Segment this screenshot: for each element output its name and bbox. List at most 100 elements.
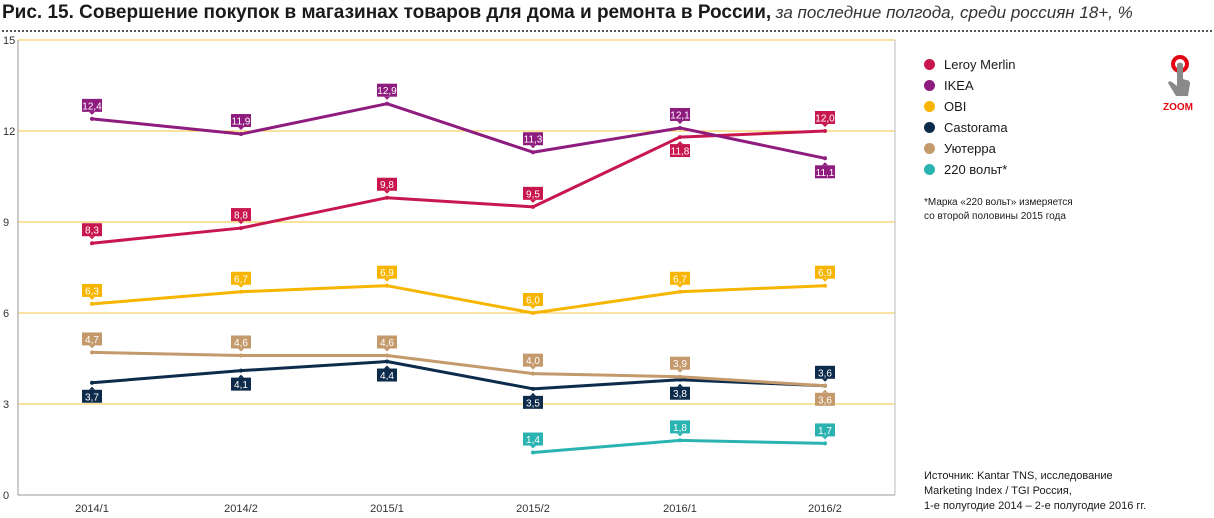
data-label: 4,6 <box>380 338 394 349</box>
data-label: 11,8 <box>671 147 690 158</box>
legend-swatch <box>924 164 935 175</box>
x-tick-label: 2014/2 <box>224 503 258 515</box>
data-label: 6,3 <box>85 286 99 297</box>
data-label-pointer <box>384 365 390 369</box>
data-point <box>531 311 535 315</box>
legend-label: Leroy Merlin <box>944 57 1016 72</box>
data-label-box <box>670 107 690 121</box>
data-label-pointer <box>822 436 828 440</box>
legend-label: Уютерра <box>944 141 996 156</box>
data-label-box <box>670 386 690 400</box>
data-point <box>823 129 827 133</box>
data-label-box <box>377 368 397 382</box>
data-label-pointer <box>89 345 95 349</box>
legend-label: IKEA <box>944 78 974 93</box>
legend-swatch <box>924 59 935 70</box>
data-point <box>239 132 243 137</box>
data-label-pointer <box>822 278 828 282</box>
zoom-label[interactable]: ZOOM <box>1163 102 1193 113</box>
legend-label: Castorama <box>944 120 1008 135</box>
data-point <box>90 350 94 355</box>
y-tick-label: 15 <box>3 35 15 47</box>
data-label-pointer <box>530 199 536 203</box>
data-label-pointer <box>530 392 536 396</box>
data-label-pointer <box>384 278 390 282</box>
data-point <box>385 353 389 358</box>
data-point <box>90 380 94 385</box>
data-label: 6,7 <box>673 274 687 285</box>
legend-swatch <box>924 143 935 154</box>
x-tick-label: 2015/2 <box>516 503 550 515</box>
data-point <box>678 438 682 443</box>
data-label-box <box>815 111 835 124</box>
y-tick-label: 3 <box>3 399 9 411</box>
data-label: 3,7 <box>85 392 99 403</box>
data-label-pointer <box>89 111 95 115</box>
data-label-box <box>815 365 835 379</box>
x-tick-label: 2016/2 <box>808 503 842 515</box>
data-point <box>823 441 827 446</box>
data-label: 11,9 <box>232 117 251 128</box>
data-label-pointer <box>89 386 95 390</box>
data-label: 1,8 <box>673 423 687 434</box>
data-label-pointer <box>238 221 244 225</box>
series-line <box>532 438 826 455</box>
data-label-box <box>815 392 835 406</box>
data-label-pointer <box>677 433 683 437</box>
legend-label: 220 вольт* <box>944 162 1008 177</box>
data-label-pointer <box>822 162 828 166</box>
data-point <box>385 359 389 364</box>
data-label-box <box>523 395 543 409</box>
data-label-pointer <box>238 348 244 352</box>
data-point <box>678 125 682 130</box>
data-point <box>385 283 389 288</box>
data-point <box>823 156 827 161</box>
data-label: 8,3 <box>85 226 99 237</box>
chart-title-subtitle: за последние полгода, среди россиян 18+,… <box>775 3 1133 22</box>
data-label-box <box>82 98 102 112</box>
data-point <box>531 150 535 155</box>
data-label: 1,4 <box>526 435 540 446</box>
data-point <box>90 116 94 121</box>
data-label: 4,7 <box>85 335 99 346</box>
data-label: 12,4 <box>82 101 102 112</box>
data-label: 3,8 <box>673 389 687 400</box>
data-label-box <box>377 83 397 97</box>
data-label: 6,0 <box>526 296 540 307</box>
data-label-box <box>523 353 543 367</box>
data-label-box <box>670 144 690 158</box>
line-chart: 0 3 6 9 12 15 2014/1 2014/2 2015/1 2015/2 2016/1 20… <box>3 35 896 515</box>
data-point <box>678 377 682 382</box>
data-label: 3,9 <box>673 359 687 370</box>
data-label: 4,6 <box>234 338 248 349</box>
data-label-box <box>231 208 251 222</box>
data-label: 11,3 <box>524 135 543 146</box>
footnote: *Марка «220 вольт» измеряется со второй … <box>924 197 1073 222</box>
data-point <box>531 371 535 376</box>
data-label-pointer <box>530 366 536 370</box>
data-label-pointer <box>238 127 244 131</box>
data-label-pointer <box>677 383 683 387</box>
data-label-box <box>231 335 251 349</box>
data-label: 6,7 <box>234 274 248 285</box>
data-label: 12,9 <box>377 86 397 97</box>
data-label: 3,6 <box>818 395 832 406</box>
data-point <box>239 368 243 373</box>
data-label: 6,9 <box>818 268 832 279</box>
data-label-box <box>523 132 543 146</box>
series-line <box>91 129 826 245</box>
data-label-pointer <box>89 236 95 240</box>
data-point <box>531 450 535 455</box>
data-label-pointer <box>530 445 536 449</box>
data-label-box <box>82 332 102 346</box>
data-label: 8,8 <box>234 211 248 222</box>
data-point <box>531 386 535 391</box>
data-label-box <box>670 271 690 285</box>
data-point <box>385 195 389 200</box>
data-point <box>239 289 243 294</box>
zoom-icon[interactable] <box>1158 52 1198 118</box>
data-label-box <box>231 377 251 391</box>
y-tick-label: 12 <box>3 126 15 138</box>
data-label: 3,6 <box>818 368 832 379</box>
data-label-box <box>670 420 690 434</box>
